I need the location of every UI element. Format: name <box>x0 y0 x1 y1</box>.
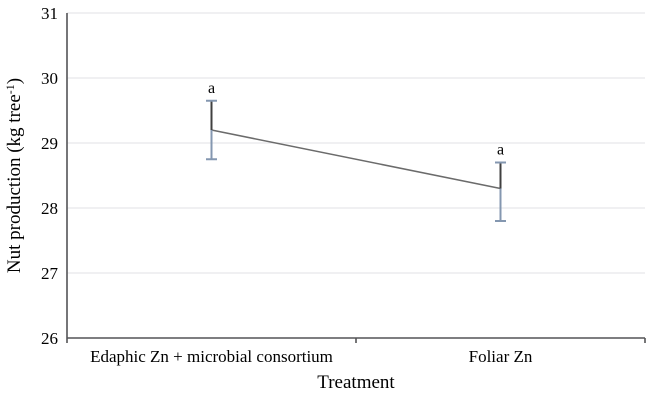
y-axis-title: Nut production (kg tree-1) <box>3 78 25 273</box>
significance-letter-0: a <box>208 80 215 97</box>
x-category-label-0: Edaphic Zn + microbial consortium <box>90 347 333 366</box>
x-axis-title: Treatment <box>317 372 395 393</box>
significance-letter-1: a <box>497 142 504 159</box>
y-tick-label-27: 27 <box>41 264 59 283</box>
series-line <box>211 129 501 190</box>
y-tick-label-30: 30 <box>41 69 58 88</box>
y-tick-label-28: 28 <box>41 199 58 218</box>
y-tick-label-26: 26 <box>41 329 58 348</box>
y-tick-label-29: 29 <box>41 134 58 153</box>
x-category-label-1: Foliar Zn <box>469 347 533 366</box>
y-tick-label-31: 31 <box>41 4 58 23</box>
